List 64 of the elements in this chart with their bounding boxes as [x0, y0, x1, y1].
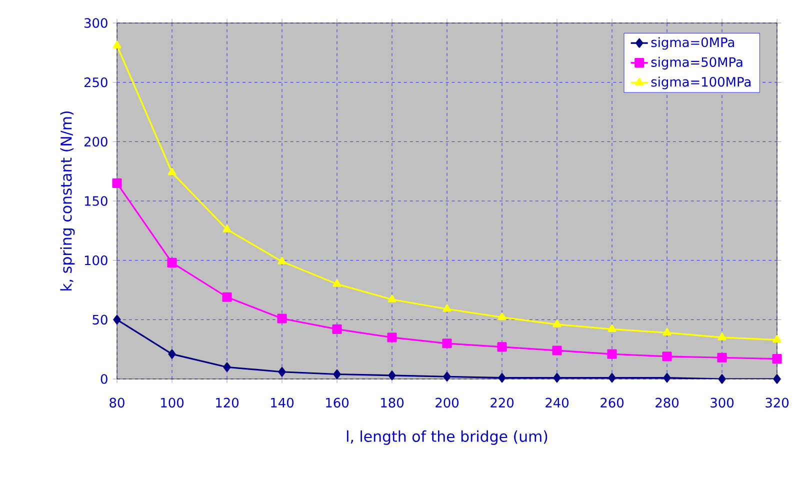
point: [498, 312, 506, 320]
x-tick-label: 80: [110, 398, 124, 408]
point: [718, 332, 726, 340]
y-axis-title: k, spring constant (N/m): [60, 111, 75, 290]
point: [718, 374, 726, 384]
y-tick-label: 150: [84, 196, 108, 206]
point: [387, 332, 397, 342]
x-tick-label: 140: [271, 398, 294, 408]
point: [608, 324, 616, 332]
point: [442, 338, 452, 348]
point: [332, 324, 342, 334]
point: [167, 258, 177, 268]
x-tick-label: 260: [600, 398, 624, 408]
point: [497, 342, 507, 352]
x-tick-label: 120: [216, 398, 238, 408]
point: [552, 320, 562, 328]
point: [662, 352, 672, 362]
point: [333, 369, 341, 380]
y-tick-label: 300: [84, 18, 108, 28]
point: [553, 373, 561, 383]
point: [222, 224, 232, 232]
point: [168, 168, 176, 176]
y-tick-label: 100: [84, 255, 108, 266]
x-tick-label: 280: [656, 398, 678, 408]
x-axis-title: l, length of the bridge (um): [346, 430, 548, 445]
y-tick-label: 250: [84, 77, 108, 88]
y-tick-label: 0: [100, 374, 108, 384]
point: [773, 374, 781, 384]
point: [608, 373, 616, 383]
legend-label: sigma=100MPa: [651, 76, 750, 90]
legend-label: sigma=50MPa: [651, 56, 742, 70]
point: [168, 349, 176, 359]
point: [607, 349, 617, 359]
point: [278, 256, 286, 264]
x-tick-label: 200: [436, 398, 458, 408]
point: [498, 373, 506, 383]
point: [332, 279, 342, 287]
point: [388, 294, 396, 302]
y-tick-label: 200: [84, 136, 108, 147]
point: [772, 354, 782, 364]
x-tick-label: 180: [381, 398, 404, 408]
x-tick-label: 100: [161, 398, 184, 408]
x-tick-label: 240: [546, 398, 568, 408]
y-tick-label: 50: [92, 314, 108, 325]
point: [662, 328, 672, 336]
point: [717, 352, 727, 362]
point: [113, 314, 121, 324]
point: [112, 178, 122, 188]
point: [278, 367, 286, 377]
point: [277, 314, 287, 324]
legend-label: sigma=0MPa: [651, 37, 734, 50]
point: [443, 372, 451, 382]
point: [772, 335, 782, 343]
x-tick-label: 220: [490, 398, 514, 408]
point: [223, 362, 231, 372]
point: [222, 292, 232, 302]
point: [442, 304, 452, 312]
x-tick-label: 160: [326, 398, 348, 408]
point: [552, 346, 562, 356]
point: [663, 373, 671, 383]
x-tick-label: 320: [766, 398, 788, 408]
x-tick-label: 300: [710, 398, 734, 408]
point: [388, 370, 396, 380]
point: [112, 40, 122, 48]
